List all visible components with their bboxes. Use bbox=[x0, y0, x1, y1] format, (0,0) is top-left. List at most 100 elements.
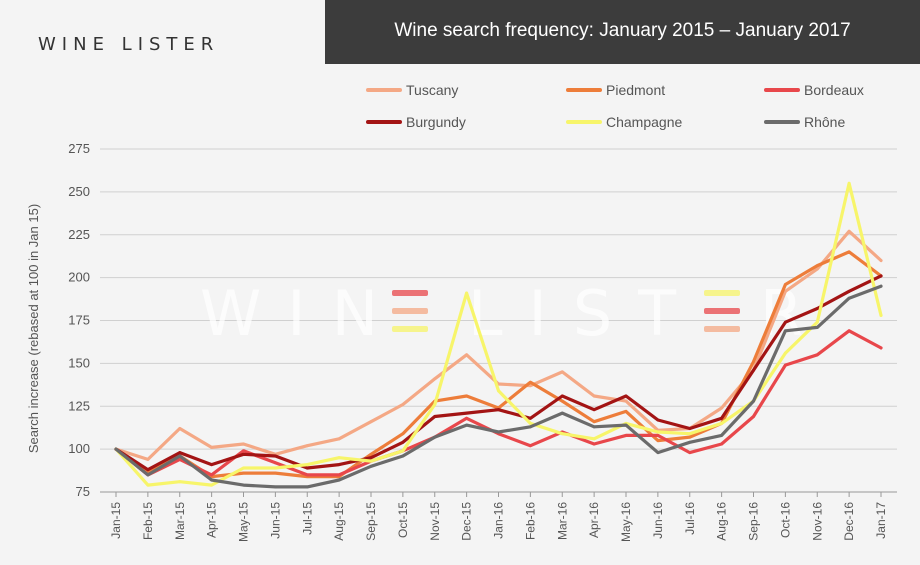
data-point-tuscany bbox=[528, 384, 532, 388]
data-point-tuscany bbox=[146, 458, 150, 461]
data-point-bordeaux bbox=[847, 329, 851, 333]
data-point-tuscany bbox=[369, 420, 373, 424]
legend-label-rhne: Rhône bbox=[804, 114, 845, 130]
data-point-burgundy bbox=[497, 408, 500, 412]
data-point-burgundy bbox=[273, 454, 277, 458]
data-point-burgundy bbox=[178, 451, 182, 454]
data-point-rhne bbox=[847, 296, 851, 300]
data-point-tuscany bbox=[592, 394, 596, 398]
data-point-bordeaux bbox=[592, 442, 596, 446]
data-point-piedmont bbox=[688, 435, 692, 439]
data-point-tuscany bbox=[815, 267, 819, 271]
y-tick-label: 150 bbox=[68, 355, 90, 370]
data-point-burgundy bbox=[242, 452, 245, 456]
data-point-champagne bbox=[497, 389, 500, 393]
data-point-rhne bbox=[656, 451, 660, 454]
data-point-champagne bbox=[273, 466, 277, 470]
data-point-rhne bbox=[465, 423, 469, 427]
data-point-burgundy bbox=[146, 468, 150, 472]
data-point-tuscany bbox=[624, 399, 628, 403]
data-point-bordeaux bbox=[210, 473, 214, 477]
data-point-tuscany bbox=[560, 370, 564, 374]
data-point-bordeaux bbox=[624, 434, 628, 437]
data-point-rhne bbox=[752, 399, 755, 403]
y-tick-label: 275 bbox=[68, 141, 90, 156]
data-point-burgundy bbox=[401, 440, 405, 444]
data-point-rhne bbox=[433, 435, 437, 439]
data-point-tuscany bbox=[847, 229, 851, 233]
watermark-wordmark: WIN bbox=[200, 277, 404, 350]
data-point-bordeaux bbox=[305, 473, 309, 477]
data-point-tuscany bbox=[178, 427, 182, 430]
data-point-bordeaux bbox=[656, 434, 660, 437]
data-point-rhne bbox=[337, 478, 341, 482]
data-point-piedmont bbox=[401, 432, 405, 436]
data-point-burgundy bbox=[560, 394, 564, 398]
data-point-champagne bbox=[847, 181, 851, 185]
data-point-piedmont bbox=[752, 360, 755, 364]
data-point-rhne bbox=[783, 329, 787, 333]
data-point-champagne bbox=[242, 466, 245, 470]
data-point-piedmont bbox=[847, 250, 851, 254]
data-point-bordeaux bbox=[273, 461, 277, 465]
y-tick-label: 175 bbox=[68, 313, 90, 328]
data-point-rhne bbox=[497, 430, 500, 434]
watermark-wordmark: LIST bbox=[468, 277, 702, 350]
x-tick-label: Sep-16 bbox=[747, 502, 761, 541]
data-point-rhne bbox=[815, 325, 819, 329]
data-point-tuscany bbox=[242, 442, 245, 446]
title-banner: Wine search frequency: January 2015 – Ja… bbox=[325, 0, 920, 64]
data-point-piedmont bbox=[656, 439, 660, 442]
data-point-rhne bbox=[114, 447, 118, 451]
data-point-champagne bbox=[879, 313, 883, 317]
legend-label-champagne: Champagne bbox=[606, 114, 682, 130]
y-tick-label: 75 bbox=[76, 484, 90, 499]
data-point-champagne bbox=[592, 437, 596, 441]
x-tick-label: Oct-15 bbox=[396, 502, 410, 538]
data-point-tuscany bbox=[337, 437, 341, 441]
data-point-rhne bbox=[720, 434, 724, 437]
x-tick-label: Feb-16 bbox=[523, 502, 537, 540]
data-point-champagne bbox=[783, 351, 787, 355]
watermark-bar bbox=[704, 290, 740, 296]
x-tick-label: Dec-16 bbox=[842, 502, 856, 541]
data-point-piedmont bbox=[592, 420, 596, 424]
data-point-piedmont bbox=[528, 380, 532, 384]
x-tick-label: Jan-17 bbox=[874, 502, 888, 539]
data-point-champagne bbox=[720, 422, 724, 425]
data-point-burgundy bbox=[592, 408, 596, 412]
wine-lister-logo: WINE LISTER bbox=[38, 34, 220, 55]
data-point-rhne bbox=[369, 464, 373, 468]
x-tick-label: Sep-15 bbox=[364, 502, 378, 541]
data-point-rhne bbox=[305, 485, 309, 489]
data-point-tuscany bbox=[305, 444, 309, 448]
data-point-piedmont bbox=[369, 452, 373, 456]
data-point-burgundy bbox=[879, 274, 883, 278]
x-tick-label: Jan-15 bbox=[109, 502, 123, 539]
x-tick-label: Jul-16 bbox=[683, 502, 697, 535]
watermark-bar bbox=[704, 326, 740, 332]
y-tick-label: 100 bbox=[68, 441, 90, 456]
data-point-bordeaux bbox=[783, 363, 787, 367]
data-point-burgundy bbox=[465, 411, 469, 415]
data-point-bordeaux bbox=[879, 346, 883, 350]
data-point-champagne bbox=[369, 459, 373, 463]
x-tick-label: Apr-15 bbox=[205, 502, 219, 538]
data-point-bordeaux bbox=[688, 451, 692, 454]
data-point-bordeaux bbox=[337, 473, 341, 477]
chart-title: Wine search frequency: January 2015 – Ja… bbox=[394, 20, 851, 41]
data-point-piedmont bbox=[815, 264, 819, 268]
data-point-rhne bbox=[242, 483, 245, 487]
data-point-bordeaux bbox=[178, 458, 182, 461]
x-tick-label: Jun-15 bbox=[268, 502, 282, 539]
data-point-bordeaux bbox=[815, 353, 819, 357]
watermark-bar bbox=[392, 290, 428, 296]
data-point-champagne bbox=[178, 480, 182, 484]
data-point-champagne bbox=[146, 483, 150, 487]
x-tick-label: Oct-16 bbox=[778, 502, 792, 538]
data-point-rhne bbox=[528, 425, 532, 429]
data-point-burgundy bbox=[783, 320, 787, 324]
x-tick-label: Nov-16 bbox=[810, 502, 824, 541]
data-point-tuscany bbox=[720, 406, 724, 410]
